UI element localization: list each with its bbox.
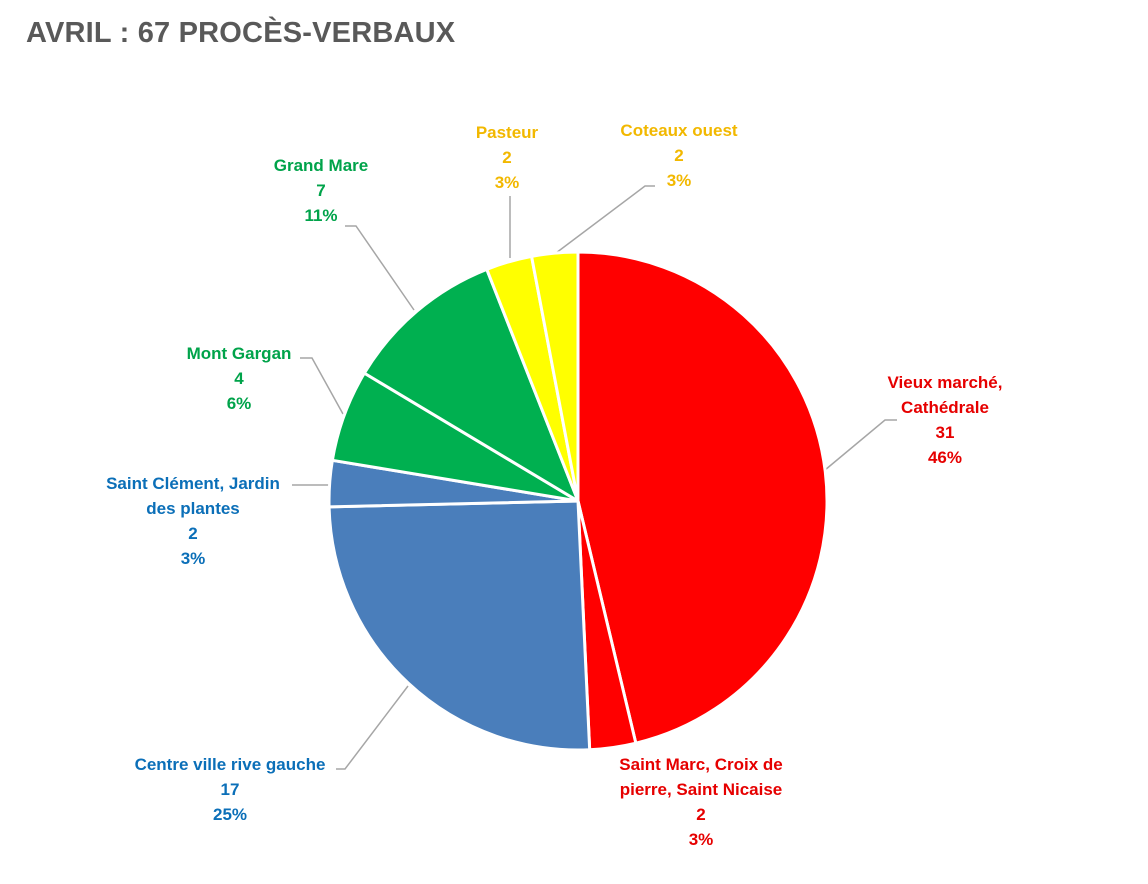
slice-percent: 3% [666, 171, 692, 190]
slice-value: 31 [935, 423, 955, 442]
slice-percent: 11% [304, 206, 338, 225]
pie-slice-5 [362, 267, 580, 503]
pie-slices [327, 250, 829, 752]
slice-percent: 3% [688, 830, 714, 849]
leader-line-4 [300, 357, 344, 415]
slice-percent: 3% [494, 173, 520, 192]
slice-label-name: Cathédrale [901, 398, 989, 417]
slice-label-4: Mont Gargan 4 6% [187, 341, 292, 416]
leader-line-5 [345, 225, 415, 311]
slice-label-name: Saint Clément, Jardin [106, 474, 280, 493]
slice-label-6: Pasteur 2 3% [476, 120, 538, 195]
pie-slice-0 [576, 250, 829, 745]
leader-lines [292, 185, 897, 770]
slice-label-5: Grand Mare 7 11% [274, 153, 368, 228]
slice-label-3: Saint Clément, Jardin des plantes 2 3% [106, 471, 280, 571]
slice-label-2: Centre ville rive gauche 17 25% [135, 752, 326, 827]
slice-label-name: des plantes [146, 499, 240, 518]
slice-value: 4 [234, 369, 244, 388]
slice-value: 17 [220, 780, 240, 799]
slice-percent: 3% [180, 549, 206, 568]
slice-value: 2 [502, 148, 512, 167]
slice-label-name: pierre, Saint Nicaise [619, 780, 783, 799]
slice-label-1: Saint Marc, Croix de pierre, Saint Nicais… [619, 752, 782, 852]
slice-value: 2 [696, 805, 706, 824]
slice-percent: 46% [927, 448, 963, 467]
slice-percent: 6% [226, 394, 252, 413]
slice-label-name: Centre ville rive gauche [134, 755, 326, 774]
pie-slice-7 [530, 250, 580, 503]
slice-value: 7 [316, 181, 326, 200]
slice-value: 2 [674, 146, 684, 165]
slice-label-0: Vieux marché, Cathédrale 31 46% [888, 370, 1003, 470]
slice-value: 2 [188, 524, 198, 543]
slice-label-name: Grand Mare [273, 156, 369, 175]
leader-line-2 [336, 685, 409, 770]
slice-label-7: Coteaux ouest 2 3% [620, 118, 737, 193]
slice-label-name: Mont Gargan [186, 344, 292, 363]
slice-label-name: Coteaux ouest [620, 121, 738, 140]
slice-label-name: Vieux marché, [887, 373, 1003, 392]
leader-line-7 [555, 185, 655, 254]
pie-slice-2 [327, 499, 592, 752]
slice-label-name: Saint Marc, Croix de [619, 755, 783, 774]
slice-label-name: Pasteur [475, 123, 539, 142]
leader-line-0 [824, 419, 897, 471]
slice-percent: 25% [212, 805, 248, 824]
chart-title: AVRIL : 67 PROCÈS-VERBAUX [26, 17, 456, 49]
